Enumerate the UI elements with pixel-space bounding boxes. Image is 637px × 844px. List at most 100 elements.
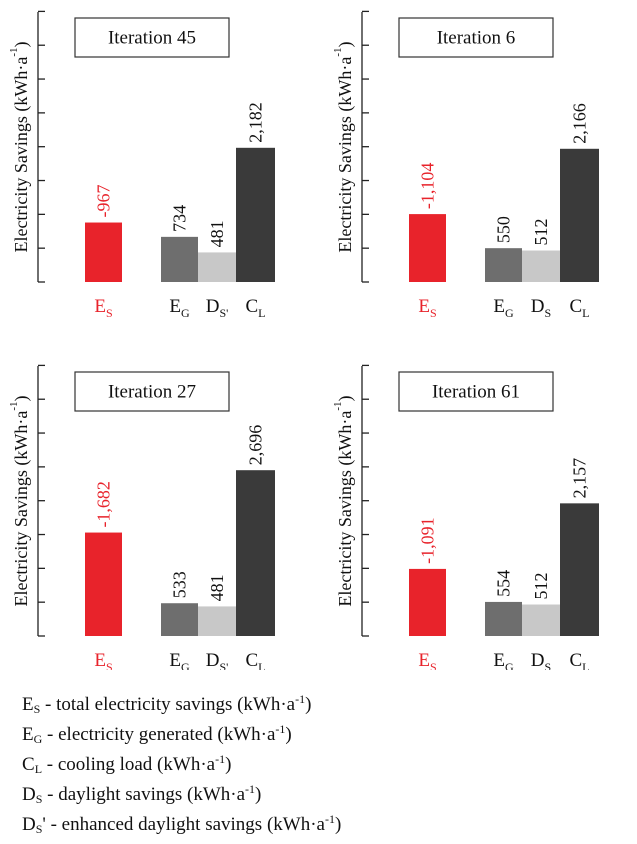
y-axis-label-superscript: -1 [332, 401, 344, 410]
legend-superscript: -1 [324, 812, 335, 826]
data-label: 512 [531, 573, 551, 600]
bar [85, 222, 122, 282]
legend-close: ) [225, 754, 232, 775]
x-tick-label: EG [493, 650, 514, 670]
data-label: 554 [494, 570, 514, 597]
legend-subscript: L [34, 762, 43, 776]
bar [522, 604, 560, 636]
y-axis-label: Electricity Savings (kWh·a-1) [332, 41, 356, 252]
y-axis-label-superscript: -1 [8, 47, 20, 56]
x-tick-label-subscript: S [430, 660, 437, 670]
x-tick-label: DS' [206, 296, 229, 320]
x-tick-label: CL [569, 296, 589, 320]
x-tick-label: DS' [206, 650, 229, 670]
bar [85, 532, 122, 636]
y-axis-label-superscript: -1 [332, 47, 344, 56]
x-tick-label: ES [94, 296, 112, 320]
x-tick-label-subscript: S [106, 660, 113, 670]
data-label: -1,091 [418, 517, 438, 564]
x-tick-label: EG [493, 296, 514, 320]
chart-title: Iteration 27 [108, 382, 196, 403]
data-label: 512 [531, 219, 551, 246]
x-tick-label: CL [245, 296, 265, 320]
x-tick-label: EG [169, 296, 190, 320]
legend-symbol: E [22, 694, 34, 715]
legend-close: ) [305, 694, 312, 715]
x-tick-label: CL [245, 650, 265, 670]
chart-title: Iteration 61 [432, 382, 520, 403]
x-tick-label-subscript: G [505, 306, 514, 320]
x-tick-label: ES [94, 650, 112, 670]
legend-subscript: S [35, 822, 43, 836]
x-tick-label-subscript: S [545, 306, 552, 320]
x-tick-label-subscript: G [181, 660, 190, 670]
bar [409, 568, 446, 636]
data-label: 2,157 [570, 458, 590, 499]
chart-title-box [74, 371, 230, 412]
legend-item: ES - total electricity savings (kWh·a-1) [22, 684, 622, 716]
x-tick-label-subscript: S [430, 306, 437, 320]
x-tick-label-subscript: S [545, 660, 552, 670]
chart-panel: Electricity Savings (kWh·a-1) Iteration 6… [332, 10, 599, 320]
bar [236, 470, 275, 636]
y-axis-label-close: ) [11, 41, 32, 47]
y-axis-label-close: ) [11, 395, 32, 401]
bar [198, 606, 236, 636]
legend-text: - enhanced daylight savings (kWh·a [45, 814, 325, 835]
data-label: 2,696 [246, 425, 266, 466]
data-label: -1,104 [418, 163, 438, 210]
x-tick-label: ES [418, 650, 436, 670]
data-label: 2,182 [246, 102, 266, 143]
legend-text: - cooling load (kWh·a [42, 754, 216, 775]
x-tick-label-subscript: G [181, 306, 190, 320]
legend-item: DS - daylight savings (kWh·a-1) [22, 774, 622, 806]
legend-close: ) [285, 724, 292, 745]
legend-text: - daylight savings (kWh·a [42, 784, 246, 805]
chart-panel: Electricity Savings (kWh·a-1) Iteration 2… [8, 364, 275, 670]
chart-title-box [74, 17, 230, 58]
legend-superscript: -1 [215, 752, 226, 766]
charts-area: Electricity Savings (kWh·a-1) Iteration 4… [8, 10, 599, 670]
y-axis-label: Electricity Savings (kWh·a-1) [332, 395, 356, 606]
y-axis-label-close: ) [335, 395, 356, 401]
x-tick-label: EG [169, 650, 190, 670]
x-tick-label: ES [418, 296, 436, 320]
chart-title: Iteration 45 [108, 28, 196, 49]
legend-prime: ' [42, 814, 46, 835]
x-tick-label-subscript: G [505, 660, 514, 670]
legend-subscript: G [33, 732, 43, 746]
x-tick-label: DS [531, 650, 551, 670]
legend-item: CL - cooling load (kWh·a-1) [22, 744, 622, 776]
data-label: 2,166 [570, 103, 590, 144]
chart-title-box [398, 17, 554, 58]
data-label: 550 [494, 216, 514, 243]
bar [198, 252, 236, 282]
x-tick-label-subscript: L [258, 306, 265, 320]
bar [522, 250, 560, 282]
legend-close: ) [255, 784, 262, 805]
bar [161, 236, 198, 282]
chart-panel: Electricity Savings (kWh·a-1) Iteration 4… [8, 10, 275, 320]
legend-text: - electricity generated (kWh·a [42, 724, 276, 745]
legend-item: EG - electricity generated (kWh·a-1) [22, 714, 622, 746]
legend-subscript: S [35, 792, 43, 806]
legend-symbol: D [22, 784, 36, 805]
x-tick-label-subscript: L [582, 306, 589, 320]
data-label: 533 [170, 571, 190, 598]
chart-title-box [398, 371, 554, 412]
legend-superscript: -1 [245, 782, 256, 796]
legend-item: DS' - enhanced daylight savings (kWh·a-1… [22, 804, 622, 836]
legend-symbol: D [22, 814, 36, 835]
bar [236, 147, 275, 282]
y-axis-label-superscript: -1 [8, 401, 20, 410]
x-tick-label-subscript: S [106, 306, 113, 320]
bar [161, 603, 198, 636]
y-axis-label: Electricity Savings (kWh·a-1) [8, 395, 32, 606]
y-axis-label: Electricity Savings (kWh·a-1) [8, 41, 32, 252]
bar [560, 503, 599, 636]
chart-panel: Electricity Savings (kWh·a-1) Iteration 6… [332, 364, 599, 670]
x-tick-label: CL [569, 650, 589, 670]
legend-symbol: E [22, 724, 34, 745]
chart-title: Iteration 6 [437, 28, 516, 49]
bar [560, 148, 599, 282]
